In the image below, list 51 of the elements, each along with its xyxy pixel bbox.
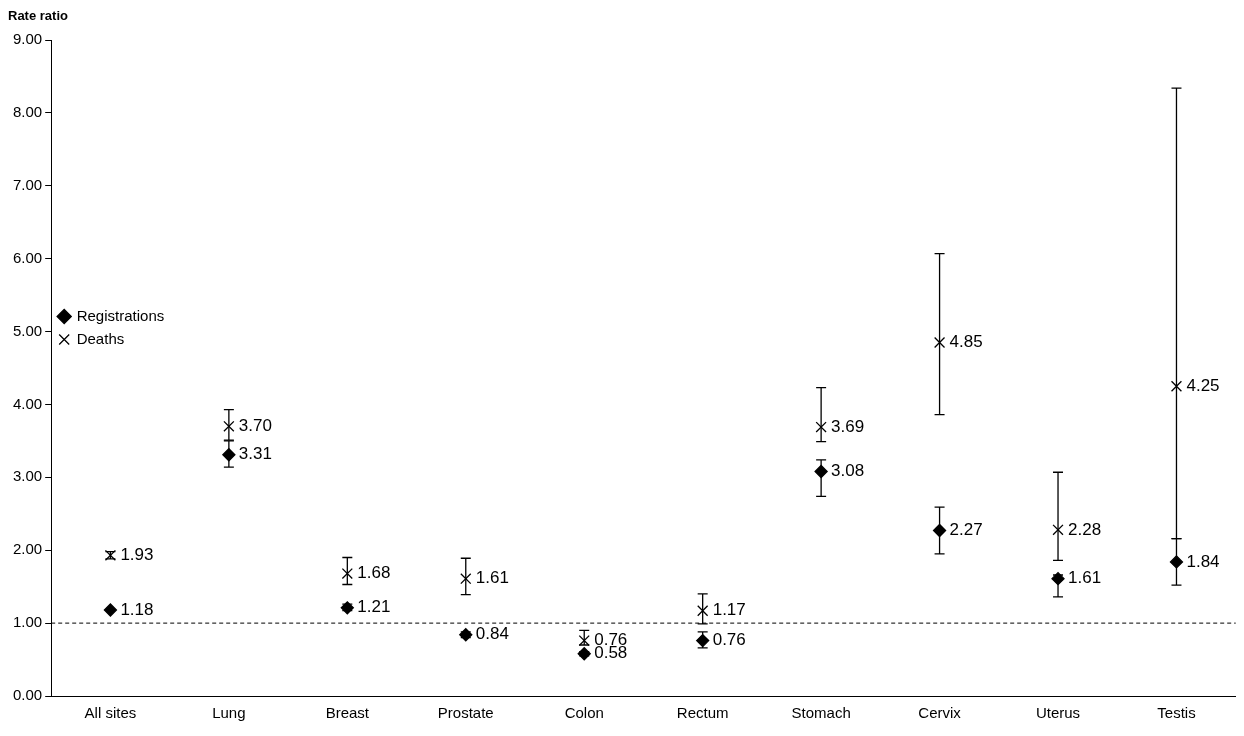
y-tick-label: 8.00 xyxy=(12,103,43,121)
y-tick-label: 3.00 xyxy=(12,467,43,485)
point xyxy=(223,420,235,432)
data-label: 3.31 xyxy=(238,444,272,464)
point xyxy=(697,605,709,617)
point xyxy=(341,567,353,580)
data-label: 4.85 xyxy=(949,332,983,352)
x-tick-label: Colon xyxy=(564,704,604,722)
data-label: 0.84 xyxy=(475,624,509,644)
data-label: 4.25 xyxy=(1186,375,1220,395)
legend-label: Deaths xyxy=(76,329,125,347)
data-label: 1.93 xyxy=(120,545,154,565)
y-tick-label: 0.00 xyxy=(12,686,43,704)
data-label: 3.08 xyxy=(831,461,865,481)
point xyxy=(815,421,827,433)
x-tick-label: Breast xyxy=(325,704,370,722)
point xyxy=(578,635,590,647)
data-label: 3.69 xyxy=(831,416,865,436)
point xyxy=(1052,524,1064,536)
y-axis-title: Rate ratio xyxy=(8,8,68,23)
data-label: 1.61 xyxy=(1068,568,1102,588)
x-tick-label: Uterus xyxy=(1035,704,1081,722)
point xyxy=(1170,380,1183,392)
x-tick-label: Lung xyxy=(212,704,246,722)
data-label: 1.84 xyxy=(1186,551,1220,571)
legend-label: Registrations xyxy=(76,306,165,324)
y-tick-label: 5.00 xyxy=(12,321,43,339)
data-label: 2.27 xyxy=(949,520,983,540)
y-tick-label: 9.00 xyxy=(12,30,43,48)
y-tick-label: 1.00 xyxy=(12,613,43,631)
data-label: 1.61 xyxy=(475,568,509,588)
data-label: 1.18 xyxy=(120,599,154,619)
point xyxy=(103,603,118,617)
data-label: 1.68 xyxy=(357,563,391,583)
x-tick-label: Testis xyxy=(1157,704,1196,722)
point xyxy=(933,336,946,349)
data-label: 3.70 xyxy=(238,416,272,435)
x-tick-label: Prostate xyxy=(437,704,494,722)
y-tick-label: 2.00 xyxy=(12,540,43,558)
x-tick-label: Stomach xyxy=(791,704,851,722)
data-label: 2.28 xyxy=(1068,519,1102,539)
point xyxy=(460,573,472,585)
data-label: 1.21 xyxy=(357,597,391,617)
y-tick-label: 4.00 xyxy=(12,394,43,412)
x-tick-label: All sites xyxy=(84,704,137,722)
y-tick-label: 7.00 xyxy=(12,175,43,193)
x-tick-label: Rectum xyxy=(676,704,729,722)
data-label: 1.17 xyxy=(712,600,746,620)
y-tick-label: 6.00 xyxy=(12,248,43,266)
data-label: 0.76 xyxy=(712,630,746,650)
x-tick-label: Cervix xyxy=(918,704,962,722)
